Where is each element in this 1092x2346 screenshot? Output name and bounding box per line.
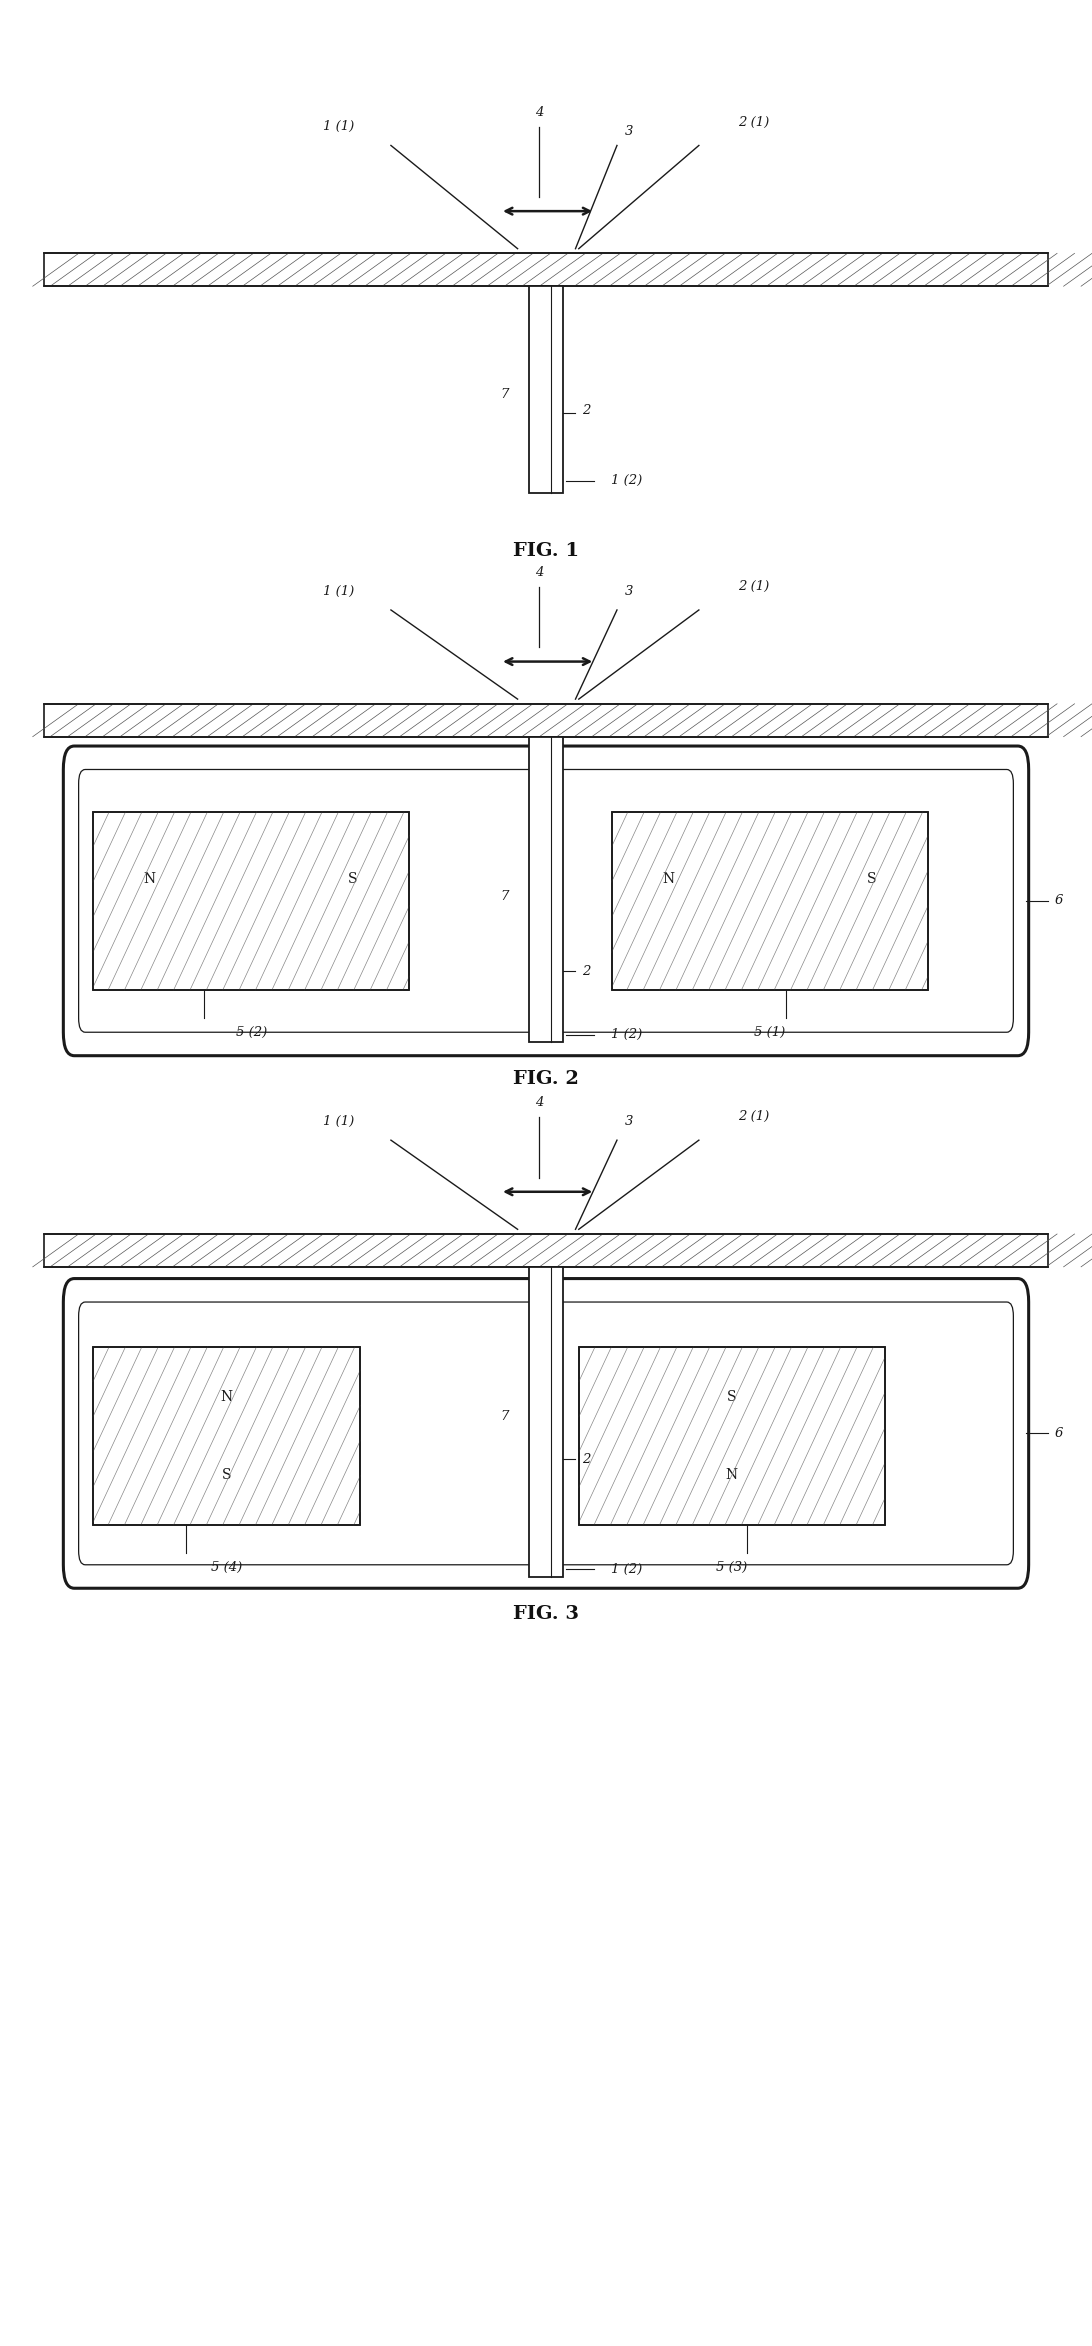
Text: 2: 2 [582,964,591,978]
Text: S: S [727,1389,736,1403]
Text: 4: 4 [535,106,544,120]
Text: 3: 3 [625,124,633,138]
Text: FIG. 2: FIG. 2 [513,1070,579,1089]
Text: 1 (1): 1 (1) [323,1114,354,1128]
Text: 1 (1): 1 (1) [323,120,354,134]
Bar [44,253,1048,286]
Bar [93,1347,360,1525]
Bar [93,1347,360,1525]
Text: S: S [347,873,357,887]
Text: 1 (2): 1 (2) [612,1562,642,1577]
Bar [529,1267,563,1577]
Text: 7: 7 [500,1410,509,1424]
Text: 1 (2): 1 (2) [612,1028,642,1042]
Text: 1 (1): 1 (1) [323,584,354,598]
Text: 2: 2 [582,404,591,418]
Text: N: N [221,1389,233,1403]
Text: 5 (1): 5 (1) [755,1025,785,1039]
Text: 5 (2): 5 (2) [236,1025,266,1039]
Text: S: S [222,1469,232,1483]
Bar [44,1234,1048,1267]
Text: N: N [725,1469,738,1483]
Text: S: S [866,873,876,887]
Text: 4: 4 [535,1096,544,1110]
FancyBboxPatch shape [63,746,1029,1056]
Text: 7: 7 [500,387,509,401]
Text: 5 (3): 5 (3) [716,1560,747,1574]
Text: 5 (4): 5 (4) [211,1560,242,1574]
Text: 3: 3 [625,584,633,598]
Text: 6: 6 [1055,894,1064,908]
Text: 2 (1): 2 (1) [738,579,769,594]
Bar [612,812,928,990]
Text: FIG. 1: FIG. 1 [513,542,579,561]
Bar [579,1347,885,1525]
Text: 1 (2): 1 (2) [612,474,642,488]
Text: 3: 3 [625,1114,633,1128]
Text: 2 (1): 2 (1) [738,1110,769,1124]
Bar [529,286,563,493]
Text: 6: 6 [1055,1426,1064,1440]
Text: N: N [144,873,156,887]
Text: 2 (1): 2 (1) [738,115,769,129]
Bar [93,812,409,990]
Bar [93,812,409,990]
Bar [529,737,563,1042]
Bar [579,1347,885,1525]
Text: N: N [663,873,675,887]
Bar [612,812,928,990]
Text: 4: 4 [535,565,544,579]
FancyBboxPatch shape [63,1279,1029,1588]
Text: FIG. 3: FIG. 3 [513,1605,579,1623]
Text: 7: 7 [500,889,509,903]
Text: 2: 2 [582,1452,591,1466]
Bar [44,704,1048,737]
